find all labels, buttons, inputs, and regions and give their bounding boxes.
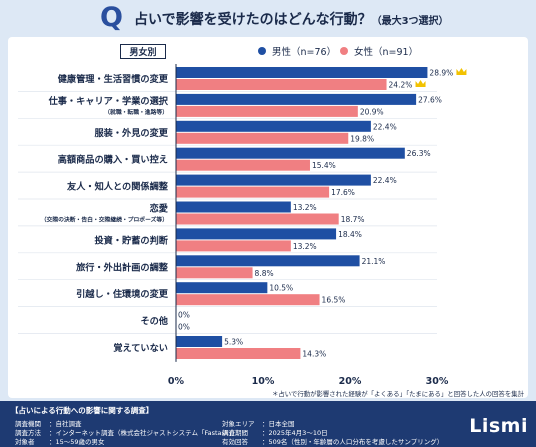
value-label-male: 27.6% (418, 95, 442, 104)
footnote: ＊占いで行動が影響された経験が「よくある」「たまにある」と回答した人の回答を集計 (272, 389, 525, 398)
legend-female-dot (340, 47, 348, 55)
x-tick-label: 10% (252, 376, 275, 387)
bar-female (176, 105, 358, 117)
bar-female (176, 240, 291, 252)
value-label-male: 28.9% (429, 69, 453, 78)
survey-title: 【占いによる行動への影響に関する調査】 (11, 406, 154, 415)
value-label-male: 22.4% (373, 176, 397, 185)
category-label: 投資・貯蓄の判断 (95, 234, 169, 246)
category-label: 覚えていない (112, 342, 168, 354)
footer-right-1: 調査期間 ：2025年4月3〜10日 (222, 429, 328, 437)
value-label-female: 0% (178, 323, 190, 332)
legend-male: 男性（n=76） (258, 44, 336, 58)
bar-female (176, 132, 349, 144)
gender-badge: 男女別 (120, 44, 166, 59)
value-label-male: 22.4% (373, 122, 397, 131)
category-label: その他 (140, 315, 168, 327)
legend-female: 女性（n=91） (340, 44, 418, 58)
crown-icon (456, 68, 467, 75)
bar-male (176, 120, 371, 132)
bar-male (176, 228, 337, 240)
title-main: 占いで影響を受けたのはどんな行動？ (134, 12, 372, 28)
bar-female (176, 159, 310, 171)
bar-male (176, 336, 223, 347)
bar-male (176, 67, 428, 78)
category-sublabel: （交際の決断・告白・交際継続・プロポーズ等） (41, 216, 168, 224)
footer-right-0: 対象エリア ：日本全国 (222, 420, 295, 428)
bar-female (176, 186, 330, 198)
footer-left-1: 調査方法 ：インターネット調査（株式会社ジャストシステム「Fastask」） (15, 429, 239, 437)
bar-male (176, 174, 371, 186)
category-label: 高額商品の購入・買い控え (58, 154, 168, 166)
bar-female (176, 267, 253, 279)
bar-male (176, 255, 360, 267)
crown-icon (415, 80, 426, 87)
bar-female (176, 348, 301, 359)
value-label-female: 13.2% (293, 242, 317, 251)
category-label: 旅行・外出計画の調整 (75, 261, 169, 273)
header: Q 占いで影響を受けたのはどんな行動？（最大3つ選択） (0, 0, 536, 36)
value-label-female: 16.5% (322, 296, 346, 305)
legend-male-dot (258, 47, 266, 55)
value-label-male: 13.2% (293, 203, 317, 212)
value-label-female: 17.6% (331, 188, 355, 197)
value-label-female: 20.9% (360, 107, 384, 116)
value-label-female: 24.2% (389, 81, 413, 90)
bar-male (176, 282, 268, 294)
q-mark: Q (100, 2, 123, 33)
value-label-male: 18.4% (338, 230, 362, 239)
bar-female (176, 79, 387, 90)
bar-male (176, 93, 417, 105)
bar-female (176, 294, 320, 306)
footer-left-2: 対象者 ：15〜59歳の男女 (15, 438, 105, 446)
category-label: 引越し・住環境の変更 (76, 288, 169, 300)
category-sublabel: （就職・転職・進路等） (104, 108, 168, 116)
bar-male (176, 201, 291, 213)
value-label-female: 8.8% (255, 269, 274, 278)
category-label: 恋愛 (150, 203, 169, 215)
legend-female-label: 女性（n=91） (354, 47, 419, 58)
footer-right-2: 有効回答 ：509名（性別・年齢層の人口分布を考慮したサンプリング） (222, 438, 444, 446)
x-tick-label: 0% (168, 376, 185, 387)
bar-male (176, 147, 405, 159)
value-label-female: 15.4% (312, 161, 336, 170)
value-label-male: 26.3% (407, 149, 431, 158)
category-label: 仕事・キャリア・学業の選択 (48, 95, 169, 107)
value-label-female: 19.8% (350, 134, 374, 143)
value-label-male: 21.1% (362, 257, 386, 266)
bar-chart: 健康管理・生活習慣の変更 28.9% 24.2% 仕事・キャリア・学業の選択（就職・転… (18, 64, 525, 398)
footer-left-0: 調査機関 ：自社調査 (15, 420, 82, 428)
category-label: 服装・外見の変更 (95, 127, 169, 139)
value-label-male: 5.3% (224, 338, 243, 347)
title-sub: （最大3つ選択） (371, 16, 449, 27)
value-label-male: 0% (178, 311, 190, 320)
legend-male-label: 男性（n=76） (272, 47, 337, 58)
chart-title: 占いで影響を受けたのはどんな行動？（最大3つ選択） (134, 9, 449, 29)
x-tick-label: 20% (339, 376, 362, 387)
value-label-female: 14.3% (302, 350, 326, 359)
category-label: 友人・知人との関係調整 (66, 181, 169, 193)
value-label-male: 10.5% (269, 284, 293, 293)
value-label-female: 18.7% (341, 215, 365, 224)
x-tick-label: 30% (426, 376, 449, 387)
footer: 【占いによる行動への影響に関する調査】 調査機関 ：自社調査 調査方法 ：インターネ… (0, 401, 536, 447)
category-label: 健康管理・生活習慣の変更 (58, 73, 169, 85)
bar-female (176, 213, 339, 225)
lismi-logo: Lismi (469, 415, 528, 437)
